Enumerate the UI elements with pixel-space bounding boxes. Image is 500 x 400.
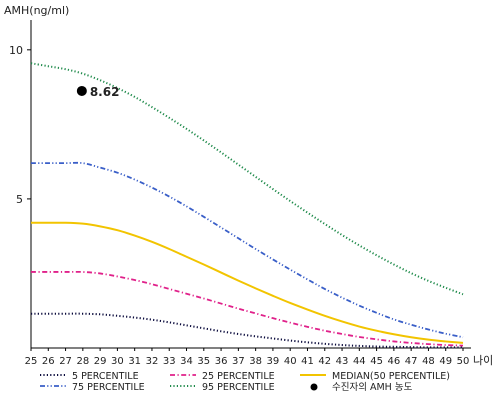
y-tick-label: 10 [9,44,23,57]
y-tick-label: 5 [16,193,23,206]
x-tick-label: 39 [267,356,280,367]
x-tick-label: 36 [215,356,228,367]
patient-amh-value-label: 8.62 [90,85,120,99]
series-line-median-50-percentile [31,221,464,344]
x-tick-label: 49 [439,356,452,367]
legend-label: 5 PERCENTILE [72,371,139,382]
x-tick-label: 33 [163,356,176,367]
x-tick-label: 30 [111,356,124,367]
patient-marker: 8.62 [76,85,120,99]
legend-label: 25 PERCENTILE [202,371,275,382]
x-tick-label: 44 [353,356,366,367]
x-axis-label: 나이 [473,354,493,367]
x-tick-label: 40 [284,356,297,367]
x-tick-label: 42 [318,356,331,367]
legend-label: 95 PERCENTILE [202,382,275,393]
series-line-25-percentile [31,270,464,347]
x-tick-label: 32 [146,356,159,367]
x-tick-label: 46 [388,356,401,367]
x-tick-label: 28 [76,356,89,367]
x-tick-label: 48 [422,356,435,367]
x-tick-label: 50 [457,356,470,367]
axes: AMH(ng/ml) 나이 [4,4,493,367]
x-tick-labels: 25 26 27 28 29 30 31 32 33 34 35 36 37 38 39 40 41 42 43 44… [25,348,470,367]
x-tick-label: 31 [128,356,141,367]
x-tick-label: 34 [180,356,193,367]
x-tick-label: 47 [405,356,418,367]
x-tick-label: 38 [249,356,262,367]
legend-marker-swatch [310,383,318,391]
y-tick-labels: 5 10 [9,44,31,206]
x-tick-label: 45 [370,356,383,367]
x-tick-label: 25 [25,356,38,367]
series-line-5-percentile [31,312,463,349]
x-tick-label: 29 [94,356,107,367]
x-tick-label: 37 [232,356,245,367]
x-tick-label: 27 [59,356,72,367]
series-line-75-percentile [31,161,464,339]
y-axis-label: AMH(ng/ml) [4,4,69,17]
x-tick-label: 43 [336,356,349,367]
x-tick-label: 26 [42,356,55,367]
patient-amh-point [76,85,87,96]
legend-label: 75 PERCENTILE [72,382,145,393]
legend-label-patient: 수진자의 AMH 농도 [332,382,413,393]
legend: 5 PERCENTILE 25 PERCENTILE MEDIAN(50 PERCE… [40,371,450,393]
x-tick-label: 41 [301,356,314,367]
series-lines [30,62,464,349]
legend-label: MEDIAN(50 PERCENTILE) [332,371,450,382]
x-tick-label: 35 [197,356,210,367]
